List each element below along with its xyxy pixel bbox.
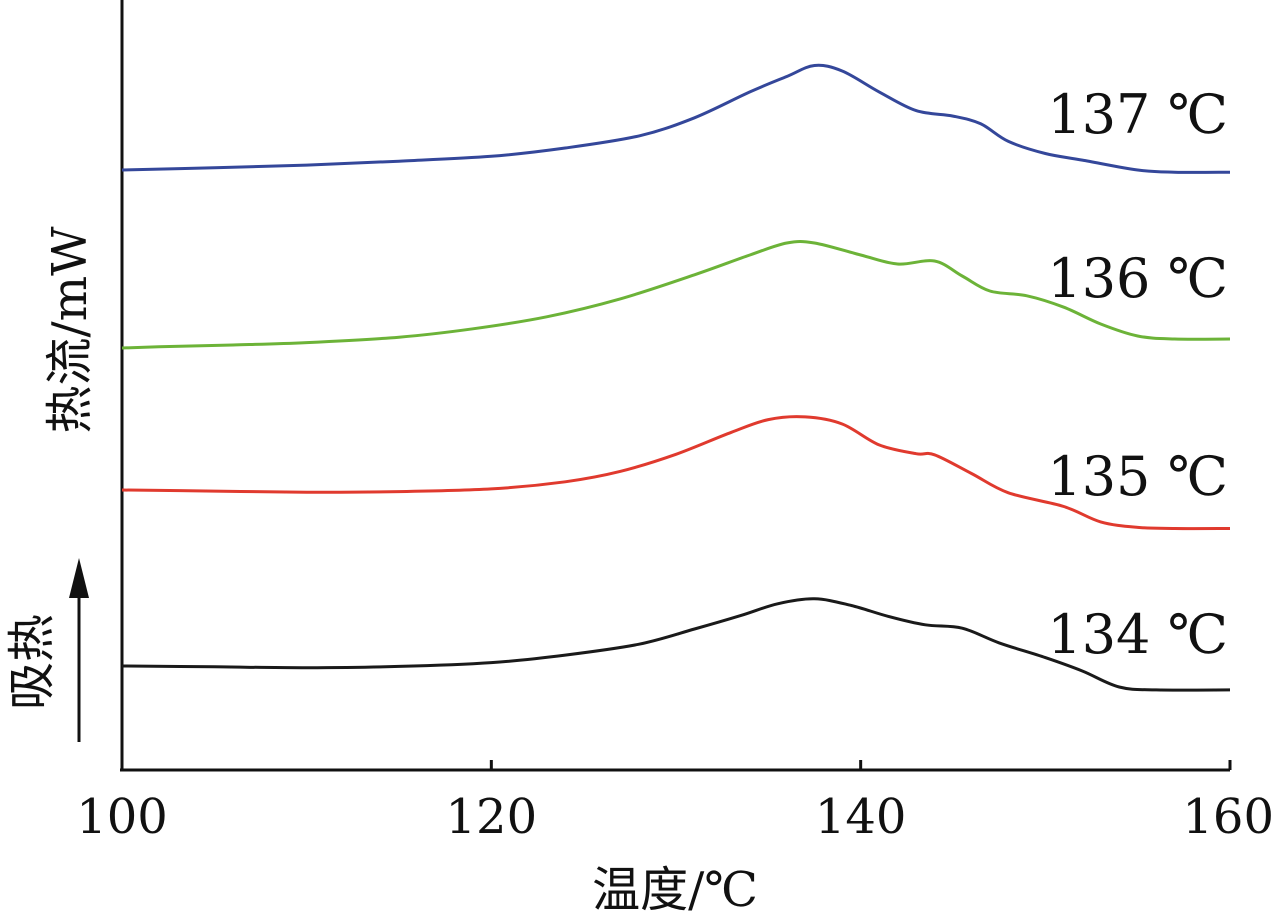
- endotherm-arrow-head: [69, 558, 89, 598]
- series-label-0: 137 ℃: [1047, 83, 1228, 146]
- series-line-0: [121, 63, 1231, 174]
- series-group: [121, 63, 1231, 692]
- series-line-2: [121, 415, 1231, 531]
- endotherm-indicator: 吸热: [4, 558, 89, 742]
- series-line-3: [121, 597, 1231, 692]
- x-axis-title: 温度/℃: [592, 862, 758, 918]
- series-line-1: [121, 240, 1231, 350]
- x-tick-label: 140: [815, 789, 907, 845]
- series-label-3: 134 ℃: [1047, 603, 1228, 666]
- x-tick-label: 160: [1182, 789, 1274, 845]
- endotherm-label: 吸热: [4, 614, 60, 710]
- x-tick-label: 120: [446, 789, 538, 845]
- x-tick-label: 100: [76, 789, 168, 845]
- series-label-2: 135 ℃: [1047, 445, 1228, 508]
- series-label-1: 136 ℃: [1047, 247, 1228, 310]
- y-axis-title: 热流/mW: [42, 226, 98, 434]
- series-labels: 137 ℃ 136 ℃ 135 ℃ 134 ℃: [1047, 83, 1228, 666]
- axes: [120, 0, 1230, 772]
- x-ticks: 100 120 140 160: [76, 760, 1274, 845]
